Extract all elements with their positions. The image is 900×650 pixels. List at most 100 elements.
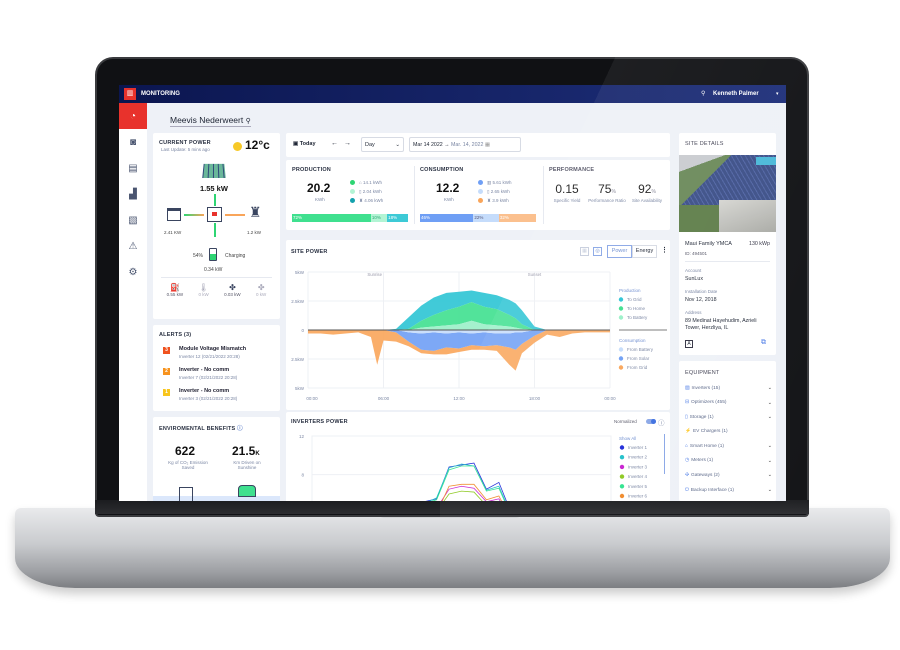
- site-title[interactable]: Meevis Nederweert ⚲: [170, 115, 251, 127]
- area-to-battery: [308, 320, 610, 330]
- equipment-label-wrap: ◷ Meters (1): [685, 458, 713, 463]
- fit-view-icon[interactable]: ◎: [593, 247, 602, 256]
- user-menu[interactable]: Kenneth Palmer: [713, 91, 759, 97]
- alert-item[interactable]: 3 Module Voltage Mismatch Inverter 12 (02/…: [163, 346, 275, 367]
- legend-item[interactable]: Inverter 3: [628, 464, 648, 469]
- next-arrow-icon[interactable]: →: [344, 140, 351, 147]
- app-title: MONITORING: [141, 91, 180, 97]
- previous-arrow-icon[interactable]: ←: [331, 140, 338, 147]
- equipment-label: Storage (1): [689, 414, 714, 420]
- equipment-item[interactable]: ✣ Gateways (2) ⌄: [685, 468, 772, 483]
- legend-item[interactable]: To Grid: [627, 297, 642, 302]
- fan-device[interactable]: ✤ 0.03 kW: [224, 283, 241, 297]
- equipment-item[interactable]: ▯ Storage (1) ⌄: [685, 410, 772, 425]
- legend-scrollbar[interactable]: [664, 434, 665, 474]
- equipment-icon: ▯: [685, 414, 688, 420]
- kpi-card: PRODUCTION 20.2 KWh ⌂ 14.1 kWh ▯ 2.04 kW…: [286, 160, 670, 230]
- legend-item[interactable]: Inverter 1: [628, 445, 648, 450]
- period-select[interactable]: Day ⌄: [361, 137, 404, 152]
- screen: ▥ MONITORING ⚲ Kenneth Palmer ▾ ◔ ◙ ▤ ▟ …: [119, 85, 786, 501]
- equipment-label-wrap: ⚡ EV Chargers (1): [685, 429, 728, 434]
- font-size-icon[interactable]: A: [685, 340, 693, 348]
- bar-segment: 18%: [387, 214, 408, 222]
- legend-item[interactable]: From Battery: [627, 347, 654, 352]
- show-all-link[interactable]: Show All: [619, 436, 636, 441]
- account-label: Account: [685, 268, 702, 273]
- camera-icon[interactable]: ◙: [129, 136, 137, 148]
- severity-badge: 1: [163, 389, 170, 396]
- chevron-down-icon[interactable]: ⌄: [767, 414, 772, 421]
- legend-item[interactable]: Inverter 4: [628, 474, 648, 479]
- chevron-down-icon[interactable]: ⌄: [767, 472, 772, 479]
- solar-panel-icon: [202, 163, 226, 179]
- alert-item[interactable]: 2 Inverter - No comm Inverter 7 (02/21/202…: [163, 367, 275, 388]
- chart-icon[interactable]: ▟: [129, 188, 137, 200]
- ev-charger-device[interactable]: ⛽ 0.55 kW: [167, 283, 184, 297]
- metric-number: 0.15: [555, 182, 579, 196]
- line-inverter-2: [428, 463, 506, 501]
- normalized-toggle[interactable]: [646, 419, 656, 424]
- equipment-item[interactable]: ⚡ EV Chargers (1): [685, 425, 772, 440]
- metric-label: Specific Yield: [553, 198, 581, 203]
- value: 2.04 kWh: [362, 189, 382, 194]
- fan-icon: ✤: [257, 283, 265, 292]
- laptop-hinge: [95, 500, 809, 514]
- chevron-down-icon[interactable]: ⌄: [767, 486, 772, 493]
- legend-item[interactable]: From Solar: [627, 356, 650, 361]
- y-tick-label: 0: [301, 328, 304, 333]
- date-range-input[interactable]: Mar 14 2022 → Mar. 14, 2022 ▦: [409, 137, 521, 152]
- x-tick-label: 06:00: [378, 396, 390, 401]
- report-icon[interactable]: ▧: [128, 214, 138, 226]
- thermostat-device[interactable]: 🌡 0 kW: [199, 283, 209, 297]
- search-icon[interactable]: ⚲: [701, 91, 706, 97]
- today-button[interactable]: ▣ Today: [293, 141, 316, 147]
- equipment-item[interactable]: ◷ Meters (1) ⌄: [685, 454, 772, 469]
- section-title: PERFORMANCE: [549, 167, 595, 173]
- power-toggle-button[interactable]: Power: [607, 245, 632, 258]
- legend-item[interactable]: Inverter 5: [628, 484, 648, 489]
- chevron-down-icon[interactable]: ▾: [776, 91, 779, 97]
- equipment-icon: ⏻: [685, 487, 689, 493]
- chevron-down-icon[interactable]: ⌄: [767, 443, 772, 450]
- chevron-down-icon[interactable]: ⌄: [767, 457, 772, 464]
- alert-icon[interactable]: ⚠: [128, 240, 138, 252]
- value: 2.65 kWh: [490, 189, 510, 194]
- chevron-down-icon[interactable]: ⌄: [767, 385, 772, 392]
- battery-power: 0.34 kW: [204, 267, 223, 273]
- logo-icon[interactable]: ▥: [124, 88, 136, 100]
- equipment-item[interactable]: ⊟ Optimizers (455) ⌄: [685, 396, 772, 411]
- share-icon[interactable]: ⧉: [761, 339, 766, 346]
- panel-layout-icon[interactable]: ▤: [128, 162, 138, 174]
- line-inverter-1: [425, 462, 507, 501]
- more-options-icon[interactable]: ⋮: [661, 247, 668, 254]
- info-icon[interactable]: ⓘ: [237, 426, 243, 432]
- equipment-label-wrap: ▯ Storage (1): [685, 415, 714, 420]
- alert-list: 3 Module Voltage Mismatch Inverter 12 (02/…: [163, 346, 275, 409]
- legend-item[interactable]: From Grid: [627, 365, 648, 370]
- fan-device-2[interactable]: ✤ 0 kW: [256, 283, 266, 297]
- info-icon[interactable]: ⓘ: [658, 420, 665, 427]
- period-value: Day: [365, 142, 375, 148]
- alert-item[interactable]: 1 Inverter - No comm Inverter 3 (02/21/202…: [163, 388, 275, 409]
- grid-view-icon[interactable]: ▦: [580, 247, 589, 256]
- calendar-icon[interactable]: ▦: [484, 142, 490, 148]
- dashboard-icon[interactable]: ◔: [119, 103, 147, 129]
- chevron-down-icon[interactable]: ⌄: [767, 399, 772, 406]
- legend-item[interactable]: Inverter 6: [628, 494, 648, 499]
- legend-item[interactable]: To Battery: [627, 315, 648, 320]
- x-tick-label: 12:00: [453, 396, 465, 401]
- equipment-item[interactable]: ⏻ Backup Interface (1) ⌄: [685, 483, 772, 498]
- equipment-item[interactable]: ▨ Inverters (15) ⌄: [685, 381, 772, 396]
- metric-value: 0.15: [548, 182, 586, 196]
- settings-icon[interactable]: ⚙: [128, 266, 138, 278]
- equipment-item[interactable]: ⌂ Smart Home (1) ⌄: [685, 439, 772, 454]
- energy-toggle-button[interactable]: Energy: [632, 245, 657, 258]
- address-label: Address: [685, 310, 702, 315]
- legend-dot: [619, 493, 625, 499]
- legend-item[interactable]: Inverter 2: [628, 455, 648, 460]
- co2-value: 622: [175, 444, 196, 458]
- search-icon[interactable]: ⚲: [245, 118, 251, 125]
- legend-dot: [618, 365, 624, 370]
- legend-item[interactable]: To Home: [627, 306, 646, 311]
